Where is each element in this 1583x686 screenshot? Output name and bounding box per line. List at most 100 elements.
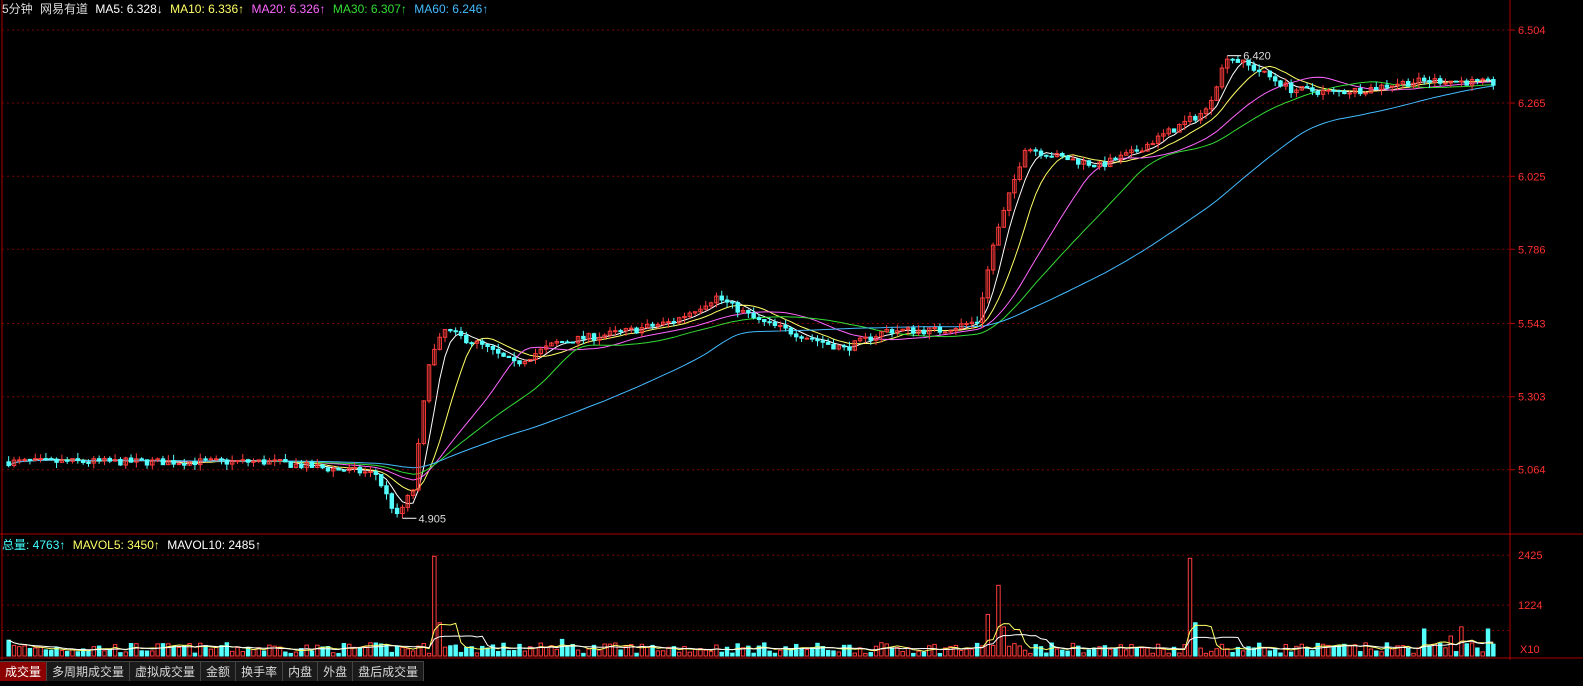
- candle-body: [671, 321, 677, 324]
- candle-body: [362, 471, 368, 474]
- candle-body: [1336, 90, 1342, 93]
- candle-body: [198, 458, 203, 466]
- volume-bar: [645, 646, 650, 657]
- candle-body: [815, 338, 820, 342]
- volume-bar: [1001, 626, 1006, 657]
- tab-1[interactable]: 多周期成交量: [47, 661, 131, 681]
- candle-body: [1134, 149, 1140, 152]
- candle-body: [884, 329, 889, 333]
- volume-bar: [448, 645, 453, 657]
- price-tick-label: 5.064: [1518, 465, 1546, 477]
- volume-bar: [464, 646, 469, 657]
- candle-body: [1155, 135, 1161, 145]
- tab-4[interactable]: 换手率: [236, 661, 284, 681]
- candle-body: [554, 341, 559, 344]
- volume-bar: [490, 644, 496, 657]
- candle-body: [341, 469, 347, 472]
- candle-body: [1358, 87, 1363, 95]
- volume-bar: [868, 652, 873, 657]
- volume-bar: [86, 650, 91, 657]
- candle-body: [1198, 113, 1203, 121]
- volume-bar: [1251, 647, 1257, 657]
- volume-bar: [123, 651, 128, 657]
- candle-body: [1086, 160, 1092, 166]
- candle-body: [1251, 64, 1257, 71]
- candle-body: [118, 459, 123, 466]
- candle-body: [751, 312, 756, 319]
- candle-body: [80, 460, 86, 463]
- volume-bar: [49, 649, 54, 657]
- candle-body: [22, 458, 27, 461]
- volume-bar: [1416, 647, 1422, 657]
- volume-bar: [804, 649, 810, 657]
- volume-bar: [921, 651, 927, 657]
- candle-body: [64, 459, 70, 462]
- candle-body: [879, 331, 884, 338]
- candle-body: [347, 467, 352, 472]
- tab-6[interactable]: 外盘: [318, 661, 354, 681]
- volume-bar: [1182, 644, 1187, 657]
- volume-bar: [730, 652, 735, 657]
- volume-bar: [884, 643, 889, 657]
- candle-body: [235, 460, 240, 463]
- candle-body: [1070, 158, 1076, 161]
- candle-body: [698, 308, 703, 313]
- candle-body: [1219, 67, 1225, 88]
- candle-body: [299, 463, 304, 469]
- candle-body: [543, 345, 549, 350]
- volume-bar: [219, 645, 224, 657]
- volume-bar: [1491, 643, 1496, 657]
- volume-header: 总量: 4763↑ MAVOL5: 3450↑ MAVOL10: 2485↑: [2, 538, 265, 552]
- tab-7[interactable]: 盘后成交量: [353, 661, 425, 681]
- candle-body: [331, 467, 336, 472]
- candle-body: [1017, 166, 1022, 180]
- candle-body: [166, 460, 171, 466]
- volume-bar: [378, 643, 384, 657]
- volume-bar: [1310, 650, 1315, 657]
- candle-body: [1459, 80, 1464, 83]
- volume-bar: [1480, 651, 1485, 657]
- volume-bar: [591, 644, 597, 657]
- volume-bar: [1384, 642, 1390, 657]
- volume-bar: [496, 650, 501, 657]
- volume-bar: [437, 622, 442, 657]
- volume-bar: [155, 643, 160, 657]
- candle-body: [501, 352, 506, 357]
- volume-bar: [70, 649, 75, 657]
- candle-body: [863, 336, 868, 339]
- candle-body: [533, 353, 538, 360]
- volume-bar: [1453, 651, 1459, 657]
- volume-bar: [708, 650, 714, 657]
- tab-2[interactable]: 虚拟成交量: [130, 661, 202, 681]
- volume-tick-label: 2425: [1518, 550, 1542, 562]
- candle-body: [59, 459, 65, 463]
- candle-body: [836, 345, 842, 350]
- mavol10-value: MAVOL10: 2485↑: [167, 538, 262, 552]
- tab-0[interactable]: 成交量: [0, 661, 48, 681]
- candle-body: [1437, 78, 1443, 84]
- tab-5[interactable]: 内盘: [283, 661, 319, 681]
- ma5-line: [8, 60, 1494, 505]
- volume-bar: [1363, 642, 1368, 657]
- volume-bar: [261, 650, 267, 657]
- candle-body: [921, 329, 927, 335]
- tab-3[interactable]: 金额: [201, 661, 237, 681]
- candle-body: [1342, 90, 1347, 95]
- volume-bar: [283, 651, 288, 657]
- candle-body: [586, 333, 591, 340]
- candle-body: [756, 317, 762, 321]
- price-tick-label: 6.504: [1518, 25, 1546, 37]
- candle-body: [54, 458, 59, 463]
- volume-bar: [527, 646, 533, 657]
- period-label[interactable]: 5分钟: [2, 2, 33, 16]
- candle-body: [559, 341, 565, 344]
- volume-bar: [1033, 644, 1038, 657]
- volume-bar: [1395, 645, 1400, 657]
- candle-body: [1395, 83, 1400, 87]
- candle-body: [708, 302, 714, 307]
- volume-bar: [1278, 652, 1283, 657]
- candle-body: [400, 506, 405, 515]
- volume-bar: [251, 649, 256, 657]
- candle-body: [911, 327, 916, 334]
